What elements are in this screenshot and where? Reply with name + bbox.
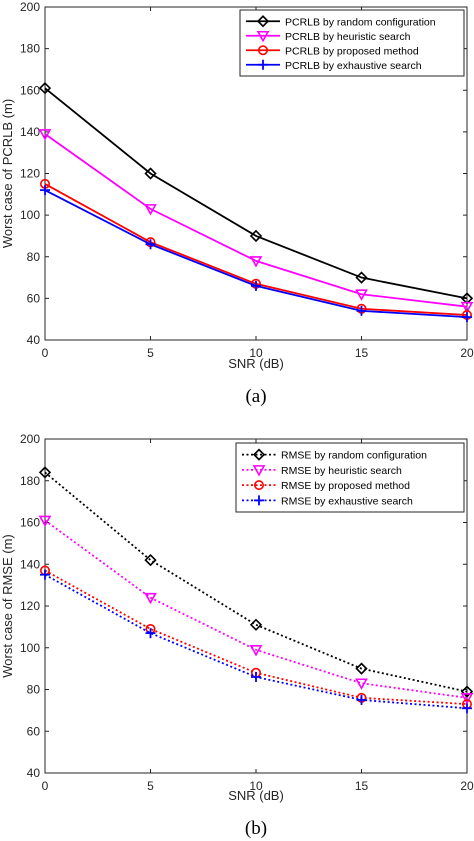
legend-marker	[254, 495, 264, 506]
x-axis-label: SNR (dB)	[228, 356, 284, 371]
legend: RMSE by random configuration RMSE by heur…	[235, 442, 465, 513]
figure-caption: (a)	[245, 386, 266, 407]
legend-entry-label: PCRLB by random configuration	[285, 16, 436, 28]
data-point	[462, 703, 472, 714]
x-tick-label: 0	[42, 346, 49, 360]
data-point	[356, 694, 367, 705]
y-tick-label: 100	[20, 641, 40, 655]
series-pcrlb-by-exhaustive-search	[40, 185, 472, 323]
data-point	[144, 553, 157, 567]
legend-marker	[258, 59, 268, 70]
x-tick-label: 20	[460, 346, 474, 360]
legend: PCRLB by random configuration PCRLB by he…	[239, 9, 465, 77]
y-tick-label: 140	[20, 125, 40, 139]
y-tick-label: 160	[20, 516, 40, 530]
series-line	[44, 133, 468, 308]
y-tick-label: 160	[20, 83, 40, 97]
data-point	[355, 662, 368, 675]
legend-entry-label: RMSE by random configuration	[281, 450, 427, 462]
y-tick-label: 40	[27, 766, 41, 780]
legend-entry-label: PCRLB by heuristic search	[285, 31, 411, 43]
y-axis-label: Worst case of PCRLB (m)	[0, 99, 15, 248]
legend-entry-label: RMSE by heuristic search	[281, 465, 402, 477]
data-point	[144, 592, 157, 605]
x-tick-label: 0	[42, 779, 49, 793]
data-point	[38, 466, 52, 479]
series-line	[44, 87, 468, 300]
series-rmse-by-heuristic-search	[38, 515, 474, 705]
data-point	[460, 693, 474, 705]
data-point	[145, 239, 156, 250]
series-line	[44, 519, 468, 699]
x-tick-label: 15	[355, 346, 369, 360]
series-line	[44, 471, 468, 693]
data-point	[249, 229, 263, 243]
data-point	[249, 256, 263, 268]
data-point	[38, 515, 52, 528]
y-tick-label: 40	[27, 333, 41, 347]
x-axis-label: SNR (dB)	[228, 788, 284, 803]
data-point	[38, 129, 52, 141]
data-point	[251, 280, 261, 291]
data-point	[460, 301, 474, 314]
x-tick-label: 15	[355, 779, 369, 793]
data-point	[355, 271, 368, 284]
y-tick-label: 80	[27, 683, 41, 697]
x-tick-label: 10	[249, 779, 263, 793]
legend-marker	[252, 465, 266, 477]
legend-entry-label: PCRLB by exhaustive search	[285, 60, 422, 72]
y-tick-label: 140	[20, 557, 40, 571]
legend-marker	[256, 30, 270, 43]
legend-entry-label: RMSE by exhaustive search	[281, 495, 413, 507]
legend-marker	[252, 448, 266, 461]
data-point	[249, 618, 263, 631]
y-tick-label: 100	[20, 208, 40, 222]
legend-marker	[254, 480, 265, 491]
data-point	[40, 569, 50, 580]
y-tick-label: 200	[20, 432, 40, 446]
y-tick-label: 60	[27, 291, 41, 305]
series-rmse-by-random-configuration	[38, 466, 474, 698]
legend-entry-label: PCRLB by proposed method	[285, 45, 419, 57]
data-point	[144, 167, 157, 180]
x-tick-label: 5	[147, 346, 154, 360]
y-tick-label: 120	[20, 599, 40, 613]
legend-marker	[256, 15, 270, 28]
data-point	[462, 312, 472, 323]
data-point	[144, 204, 157, 216]
series-pcrlb-by-heuristic-search	[38, 129, 474, 314]
data-point	[356, 305, 367, 316]
y-tick-label: 200	[20, 0, 40, 14]
chart-panel-b: 40 60 80 100 120 140 160 180 200 0 5 10 15 20 SNR (dB)…	[0, 432, 474, 839]
series-rmse-by-exhaustive-search	[40, 569, 472, 714]
y-tick-label: 180	[20, 42, 40, 56]
chart-panel-a: 40 60 80 100 120 140 160 180 200 0 5 10 15 20 SNR (dB)…	[0, 0, 474, 407]
data-point	[355, 678, 368, 690]
y-tick-label: 180	[20, 474, 40, 488]
y-tick-label: 80	[27, 250, 41, 264]
data-point	[38, 82, 52, 95]
data-point	[249, 645, 263, 657]
data-point	[145, 628, 156, 639]
y-tick-label: 60	[27, 724, 41, 738]
x-tick-label: 20	[460, 779, 474, 793]
legend-marker	[257, 45, 268, 56]
x-tick-label: 10	[249, 346, 263, 360]
y-axis-label: Worst case of RMSE (m)	[0, 534, 15, 678]
data-point	[251, 671, 261, 682]
data-point	[40, 185, 50, 196]
legend-entry-label: RMSE by proposed method	[281, 480, 410, 492]
figure-caption: (b)	[245, 818, 267, 839]
y-tick-label: 120	[20, 167, 40, 181]
data-point	[460, 685, 474, 698]
data-point	[355, 289, 368, 301]
x-tick-label: 5	[147, 779, 154, 793]
